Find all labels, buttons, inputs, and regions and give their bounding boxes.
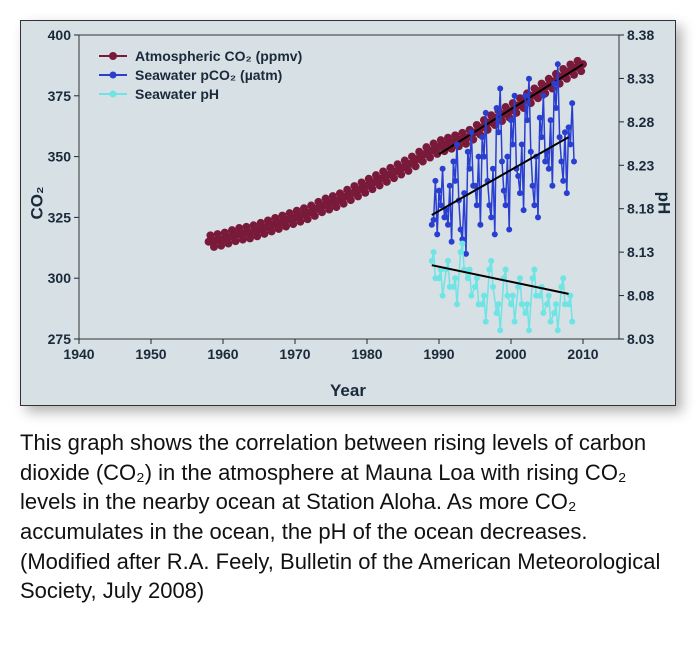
svg-text:1990: 1990 <box>423 346 454 362</box>
caption-text: This graph shows the correlation between… <box>20 428 676 606</box>
svg-text:2010: 2010 <box>567 346 598 362</box>
svg-text:8.18: 8.18 <box>627 201 654 217</box>
svg-text:350: 350 <box>48 149 72 165</box>
legend-swatch-atmospheric <box>99 49 127 63</box>
legend-item-atmospheric-co2: Atmospheric CO₂ (ppmv) <box>99 48 302 64</box>
svg-text:8.08: 8.08 <box>627 288 654 304</box>
svg-text:1950: 1950 <box>135 346 166 362</box>
plot-area: 1940 1950 1960 1970 1980 1990 2000 2010 275 300 32… <box>25 27 673 379</box>
y-right-axis-label: pH <box>654 192 674 215</box>
svg-text:275: 275 <box>48 331 72 347</box>
svg-text:2000: 2000 <box>495 346 526 362</box>
svg-text:8.03: 8.03 <box>627 331 654 347</box>
svg-text:400: 400 <box>48 27 72 43</box>
svg-text:325: 325 <box>48 209 72 225</box>
chart-panel: 1940 1950 1960 1970 1980 1990 2000 2010 275 300 32… <box>20 20 676 406</box>
svg-text:8.13: 8.13 <box>627 244 654 260</box>
svg-text:1980: 1980 <box>351 346 382 362</box>
svg-text:8.38: 8.38 <box>627 27 654 43</box>
svg-text:375: 375 <box>48 88 72 104</box>
legend-label: Seawater pH <box>135 86 219 102</box>
legend-label: Seawater pCO₂ (µatm) <box>135 67 282 83</box>
svg-text:1970: 1970 <box>279 346 310 362</box>
svg-text:1940: 1940 <box>63 346 94 362</box>
legend-item-seawater-ph: Seawater pH <box>99 86 302 102</box>
legend-label: Atmospheric CO₂ (ppmv) <box>135 48 302 64</box>
x-axis-label: Year <box>25 381 671 401</box>
y-left-axis-label: CO₂ <box>28 186 48 219</box>
svg-text:1960: 1960 <box>207 346 238 362</box>
legend: Atmospheric CO₂ (ppmv) Seawater pCO₂ (µa… <box>89 39 312 111</box>
svg-text:8.33: 8.33 <box>627 70 654 86</box>
legend-swatch-pco2 <box>99 68 127 82</box>
legend-swatch-ph <box>99 87 127 101</box>
svg-text:300: 300 <box>48 270 72 286</box>
svg-text:8.28: 8.28 <box>627 114 654 130</box>
legend-item-seawater-pco2: Seawater pCO₂ (µatm) <box>99 67 302 83</box>
svg-text:8.23: 8.23 <box>627 157 654 173</box>
